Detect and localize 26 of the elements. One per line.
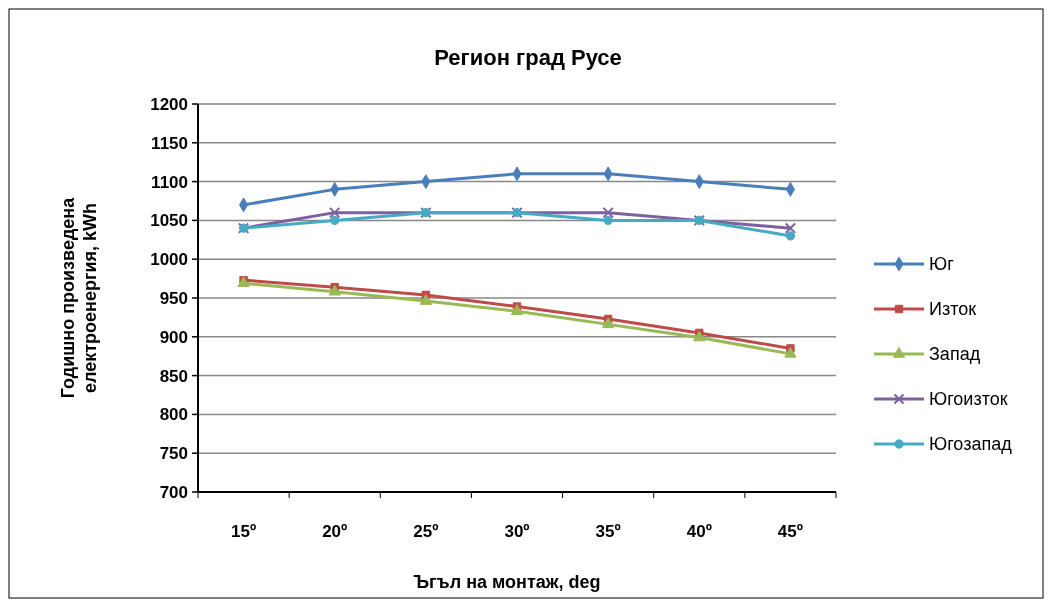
y-tick-label: 950 — [159, 288, 188, 308]
legend-label: Югоизток — [929, 389, 1008, 410]
x-tick-label: 15º — [231, 522, 257, 541]
x-tick-label: 30º — [504, 522, 530, 541]
x-tick-label: 45º — [777, 522, 803, 541]
chart-title: Регион град Русе — [434, 45, 622, 70]
y-tick-label: 750 — [159, 444, 188, 464]
y-tick-label: 900 — [159, 327, 188, 347]
y-tick-label: 1000 — [150, 250, 188, 270]
y-tick-label: 1050 — [150, 211, 188, 231]
x-tick-label: 20º — [322, 522, 348, 541]
x-tick-label: 40º — [686, 522, 712, 541]
y-tick-label: 800 — [159, 405, 188, 425]
y-tick-label: 1100 — [151, 172, 188, 192]
y-tick-label: 850 — [159, 366, 188, 386]
legend-label: Изток — [929, 299, 977, 320]
x-tick-label: 35º — [595, 522, 621, 541]
x-axis-title: Ъгъл на монтаж, deg — [413, 572, 601, 592]
legend-label: Запад — [929, 344, 981, 365]
y-tick-label: 1200 — [150, 94, 188, 114]
y-axis-title: Годишно произведена електроенергия, kWh — [58, 196, 100, 399]
legend-label: Югозапад — [929, 434, 1013, 455]
legend-label: Юг — [929, 254, 955, 275]
y-tick-label: 1150 — [151, 133, 188, 153]
y-tick-label: 700 — [159, 482, 188, 502]
x-tick-label: 25º — [413, 522, 439, 541]
